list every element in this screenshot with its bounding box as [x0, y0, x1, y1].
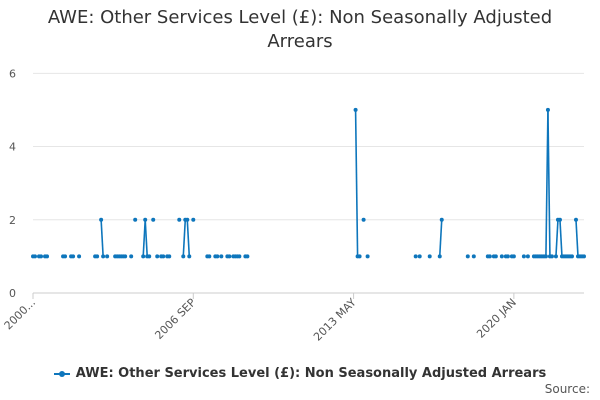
data-point[interactable]	[95, 254, 100, 259]
series-line-segment	[354, 109, 359, 257]
data-point[interactable]	[439, 217, 444, 222]
data-point[interactable]	[573, 217, 578, 222]
data-point[interactable]	[63, 254, 68, 259]
data-point[interactable]	[187, 254, 192, 259]
data-point[interactable]	[525, 254, 530, 259]
data-point[interactable]	[181, 254, 186, 259]
data-point[interactable]	[167, 254, 172, 259]
series-line	[33, 109, 584, 258]
data-point[interactable]	[105, 254, 110, 259]
data-point[interactable]	[361, 217, 366, 222]
data-point[interactable]	[237, 254, 242, 259]
data-point[interactable]	[219, 254, 224, 259]
data-point[interactable]	[543, 254, 548, 259]
y-tick-label: 4	[9, 141, 16, 154]
series-line-segment	[575, 219, 579, 257]
data-point[interactable]	[569, 254, 574, 259]
data-point[interactable]	[143, 217, 148, 222]
series-line-segment	[438, 219, 443, 257]
data-point[interactable]	[215, 254, 220, 259]
data-point[interactable]	[177, 217, 182, 222]
chart-title-line-2: Arrears	[267, 31, 333, 52]
data-point[interactable]	[487, 254, 492, 259]
legend-series-label: AWE: Other Services Level (£): Non Seaso…	[75, 366, 547, 381]
x-tick-label: 2020 JAN	[474, 296, 519, 341]
x-tick-label: 2000...	[2, 296, 38, 332]
data-point[interactable]	[465, 254, 470, 259]
data-point[interactable]	[353, 107, 358, 112]
data-point[interactable]	[582, 254, 586, 259]
data-point[interactable]	[45, 254, 50, 259]
data-point[interactable]	[141, 254, 146, 259]
y-tick-label: 2	[9, 214, 16, 227]
data-point[interactable]	[499, 254, 504, 259]
data-point[interactable]	[427, 254, 432, 259]
data-point[interactable]	[227, 254, 232, 259]
y-tick-label: 0	[9, 287, 16, 300]
data-point[interactable]	[191, 217, 196, 222]
series-line-segment	[144, 219, 149, 257]
chart-title-line-1: AWE: Other Services Level (£): Non Seaso…	[47, 7, 553, 28]
data-point[interactable]	[207, 254, 212, 259]
chart-title: AWE: Other Services Level (£): Non Seaso…	[0, 6, 600, 54]
data-point[interactable]	[71, 254, 76, 259]
data-point[interactable]	[245, 254, 250, 259]
data-point[interactable]	[101, 254, 106, 259]
x-tick-label: 2006 SEP	[152, 296, 198, 342]
data-point[interactable]	[521, 254, 526, 259]
data-point[interactable]	[437, 254, 442, 259]
source-label: Source:	[544, 382, 590, 396]
data-point[interactable]	[505, 254, 510, 259]
data-point[interactable]	[417, 254, 422, 259]
data-point[interactable]	[365, 254, 370, 259]
data-point[interactable]	[553, 254, 558, 259]
x-tick-label: 2013 MAY	[311, 296, 359, 344]
legend[interactable]: AWE: Other Services Level (£): Non Seaso…	[0, 366, 600, 381]
series-line-segment	[555, 219, 559, 257]
series-line-segment	[559, 219, 563, 257]
data-point[interactable]	[471, 254, 476, 259]
data-point[interactable]	[161, 254, 166, 259]
series-line-segment	[186, 219, 191, 257]
data-point[interactable]	[39, 254, 44, 259]
series-line-segment	[100, 219, 104, 257]
series-line-segment	[547, 109, 551, 257]
data-point[interactable]	[493, 254, 498, 259]
series-line-segment	[182, 219, 187, 257]
data-point[interactable]	[413, 254, 418, 259]
data-point[interactable]	[549, 254, 554, 259]
data-point[interactable]	[99, 217, 104, 222]
data-point[interactable]	[123, 254, 128, 259]
data-point[interactable]	[129, 254, 134, 259]
legend-series-marker	[53, 370, 70, 377]
data-point[interactable]	[155, 254, 160, 259]
data-point[interactable]	[545, 107, 550, 112]
data-point[interactable]	[33, 254, 38, 259]
data-point[interactable]	[147, 254, 152, 259]
data-point[interactable]	[77, 254, 82, 259]
y-tick-label: 6	[9, 67, 16, 80]
data-point[interactable]	[151, 217, 156, 222]
data-point[interactable]	[357, 254, 362, 259]
data-point[interactable]	[133, 217, 138, 222]
data-point[interactable]	[511, 254, 516, 259]
data-point[interactable]	[185, 217, 190, 222]
data-point[interactable]	[557, 217, 562, 222]
